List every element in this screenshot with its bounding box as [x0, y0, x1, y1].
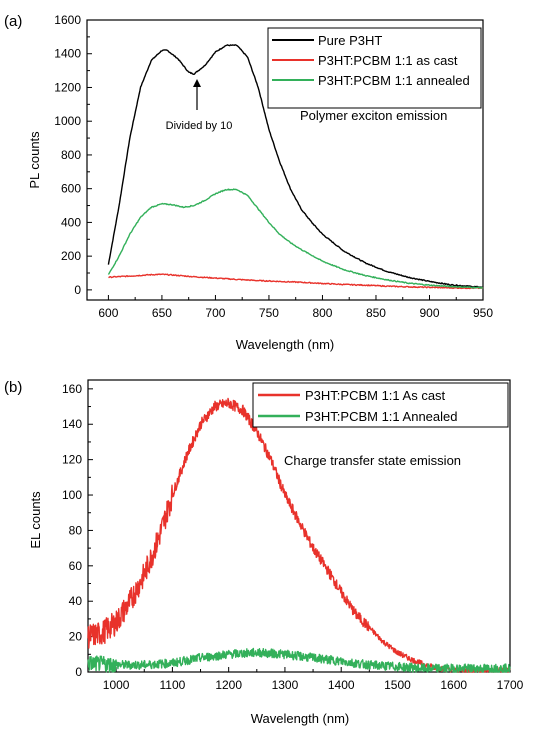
y-tick-label: 140 — [62, 417, 82, 431]
y-tick-label: 0 — [75, 665, 82, 679]
y-tick-label: 800 — [61, 148, 81, 162]
legend-label-as-cast: P3HT:PCBM 1:1 As cast — [305, 388, 446, 403]
y-tick-label: 80 — [69, 523, 83, 537]
x-tick-label: 950 — [473, 306, 493, 320]
legend-label-as-cast: P3HT:PCBM 1:1 as cast — [318, 53, 458, 68]
panel-b-plot-frame — [87, 379, 511, 673]
panel-a-legend-box — [267, 27, 482, 109]
panel-b-y-axis: 0 20 40 60 80 100 120 140 160 — [62, 382, 93, 679]
x-tick-label: 900 — [419, 306, 439, 320]
series-line-p3ht-pcbm-1-1-annealed — [107, 188, 484, 289]
divided-by-10-note: Divided by 10 — [166, 120, 233, 132]
x-tick-label: 1300 — [272, 678, 299, 692]
x-tick-label: 1100 — [159, 678, 185, 692]
y-tick-label: 0 — [74, 283, 81, 297]
panel-a-plot-frame — [86, 19, 484, 301]
y-tick-label: 1400 — [54, 47, 81, 61]
x-tick-label: 700 — [205, 306, 225, 320]
y-tick-label: 40 — [69, 594, 83, 608]
panel-b-x-axis-label: Wavelength (nm) — [251, 711, 350, 726]
panel-a-label: (a) — [4, 13, 22, 30]
panel-a-x-axis-label: Wavelength (nm) — [236, 337, 335, 352]
panel-b-legend: P3HT:PCBM 1:1 As cast P3HT:PCBM 1:1 Anne… — [252, 382, 509, 428]
x-tick-label: 600 — [98, 306, 118, 320]
panel-a-series — [107, 44, 484, 290]
x-tick-label: 1400 — [328, 678, 355, 692]
panel-a-legend: Pure P3HT P3HT:PCBM 1:1 as cast P3HT:PCB… — [267, 27, 482, 109]
y-tick-label: 160 — [62, 382, 82, 396]
panel-a: (a) 0 200 400 600 800 1000 1200 1400 1600 600 650… — [4, 13, 493, 352]
panel-b-y-axis-label: EL counts — [28, 491, 43, 549]
x-tick-label: 1700 — [497, 678, 524, 692]
y-tick-label: 1600 — [54, 13, 81, 27]
panel-b-legend-box — [252, 382, 509, 428]
y-tick-label: 100 — [62, 488, 82, 502]
series-line-p3ht-pcbm-1-1-as-cast — [87, 397, 511, 673]
panel-b: (b) 0 20 40 60 80 100 120 140 160 1000 1100 1200 13… — [4, 379, 524, 726]
y-tick-label: 1000 — [54, 114, 81, 128]
series-line-p3ht-pcbm-1-1-as-cast — [108, 273, 484, 290]
charge-transfer-emission-note: Charge transfer state emission — [284, 453, 461, 468]
legend-label-annealed: P3HT:PCBM 1:1 annealed — [318, 73, 470, 88]
panel-a-x-axis: 600 650 700 750 800 850 900 950 — [98, 295, 493, 320]
x-tick-label: 750 — [259, 306, 279, 320]
divided-annotation: Divided by 10 — [166, 79, 233, 132]
y-tick-label: 200 — [61, 249, 81, 263]
x-tick-label: 1000 — [103, 678, 130, 692]
series-line-p3ht-pcbm-1-1-annealed — [87, 647, 511, 673]
y-tick-label: 20 — [69, 630, 83, 644]
panel-b-series — [87, 397, 511, 673]
y-tick-label: 600 — [61, 182, 81, 196]
panel-a-y-axis: 0 200 400 600 800 1000 1200 1400 1600 — [54, 13, 92, 297]
panel-b-label: (b) — [4, 379, 22, 396]
x-tick-label: 650 — [152, 306, 172, 320]
legend-label-pure-p3ht: Pure P3HT — [318, 33, 382, 48]
x-tick-label: 850 — [366, 306, 386, 320]
panel-b-x-axis: 1000 1100 1200 1300 1400 1500 1600 1700 — [103, 667, 524, 692]
x-tick-label: 800 — [312, 306, 332, 320]
y-tick-label: 120 — [62, 453, 82, 467]
y-tick-label: 400 — [61, 215, 81, 229]
x-tick-label: 1600 — [440, 678, 467, 692]
x-tick-label: 1500 — [384, 678, 411, 692]
annotation-arrow-head — [193, 79, 201, 87]
panel-a-y-axis-label: PL counts — [27, 131, 42, 189]
y-tick-label: 60 — [69, 559, 83, 573]
legend-label-annealed: P3HT:PCBM 1:1 Annealed — [305, 409, 457, 424]
series-line-pure-p3ht — [107, 44, 484, 289]
y-tick-label: 1200 — [54, 80, 81, 94]
x-tick-label: 1200 — [215, 678, 242, 692]
polymer-exciton-emission-note: Polymer exciton emission — [300, 108, 447, 123]
